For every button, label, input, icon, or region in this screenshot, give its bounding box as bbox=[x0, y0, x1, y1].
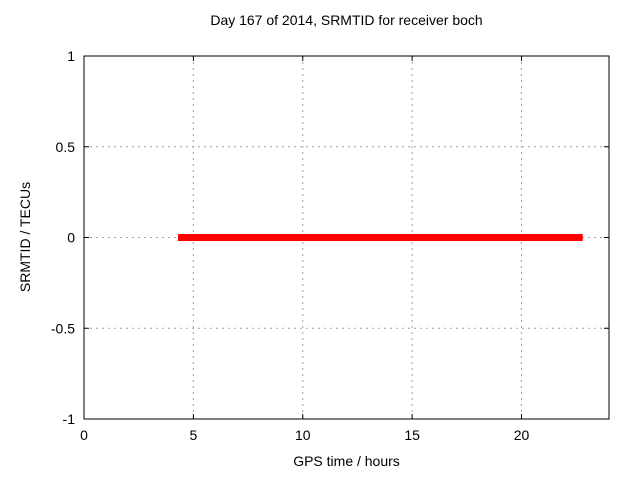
y-tick-label: 0 bbox=[67, 230, 75, 246]
x-tick-label: 0 bbox=[80, 427, 88, 443]
x-axis-label: GPS time / hours bbox=[293, 453, 400, 469]
x-tick-label: 15 bbox=[404, 427, 420, 443]
x-tick-label: 20 bbox=[514, 427, 530, 443]
y-tick-label: -0.5 bbox=[51, 320, 75, 336]
y-tick-label: 0.5 bbox=[56, 139, 76, 155]
y-tick-label: -1 bbox=[63, 411, 76, 427]
plot-border bbox=[83, 55, 610, 420]
y-tick-label: 1 bbox=[67, 48, 75, 64]
x-tick-label: 5 bbox=[189, 427, 197, 443]
chart-title: Day 167 of 2014, SRMTID for receiver boc… bbox=[210, 12, 483, 28]
x-tick-label: 10 bbox=[295, 427, 311, 443]
